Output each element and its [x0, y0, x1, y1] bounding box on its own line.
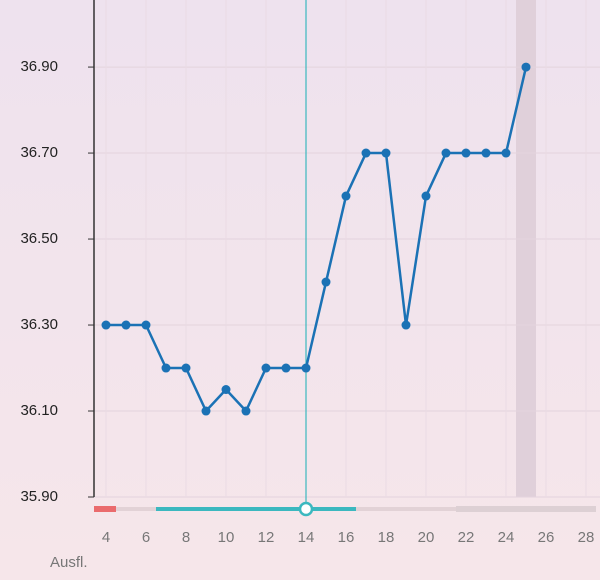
- cursor-handle: [298, 501, 314, 517]
- data-point: [501, 148, 511, 158]
- y-tick-label: 36.30: [20, 316, 58, 333]
- y-tick-label: 36.50: [20, 230, 58, 247]
- x-tick-label: 22: [458, 529, 475, 546]
- x-tick-label: 18: [378, 529, 395, 546]
- x-tick-label: 4: [102, 529, 110, 546]
- data-point: [361, 148, 371, 158]
- x-tick-label: 24: [498, 529, 515, 546]
- data-point: [381, 148, 391, 158]
- highlight-band: [516, 0, 536, 497]
- data-point: [521, 62, 531, 72]
- data-point: [181, 363, 191, 373]
- data-point: [341, 191, 351, 201]
- data-point: [301, 363, 311, 373]
- data-line: [106, 66, 528, 413]
- x-tick-label: 14: [298, 529, 315, 546]
- x-tick-label: 16: [338, 529, 355, 546]
- data-point: [221, 385, 231, 395]
- x-tick-label: 12: [258, 529, 275, 546]
- footer-label: Ausfl.: [50, 554, 88, 571]
- y-tick-label: 35.90: [20, 488, 58, 505]
- data-point: [161, 363, 171, 373]
- y-tick-label: 36.90: [20, 58, 58, 75]
- phase-bar: [356, 507, 456, 511]
- data-point: [461, 148, 471, 158]
- data-point: [241, 406, 251, 416]
- x-tick-label: 20: [418, 529, 435, 546]
- x-tick-label: 8: [182, 529, 190, 546]
- data-point: [141, 320, 151, 330]
- phase-bar: [156, 507, 356, 511]
- data-point: [201, 406, 211, 416]
- data-point: [281, 363, 291, 373]
- data-point: [481, 148, 491, 158]
- x-tick-label: 10: [218, 529, 235, 546]
- y-tick-label: 36.10: [20, 402, 58, 419]
- y-tick-label: 36.70: [20, 144, 58, 161]
- data-point: [401, 320, 411, 330]
- data-point: [121, 320, 131, 330]
- data-point: [261, 363, 271, 373]
- phase-bar: [94, 506, 116, 512]
- x-tick-label: 28: [578, 529, 595, 546]
- phase-bar: [116, 507, 156, 511]
- x-tick-label: 26: [538, 529, 555, 546]
- x-tick-label: 6: [142, 529, 150, 546]
- data-point: [421, 191, 431, 201]
- data-point: [321, 277, 331, 287]
- data-point: [441, 148, 451, 158]
- data-point: [101, 320, 111, 330]
- phase-bar: [456, 506, 596, 512]
